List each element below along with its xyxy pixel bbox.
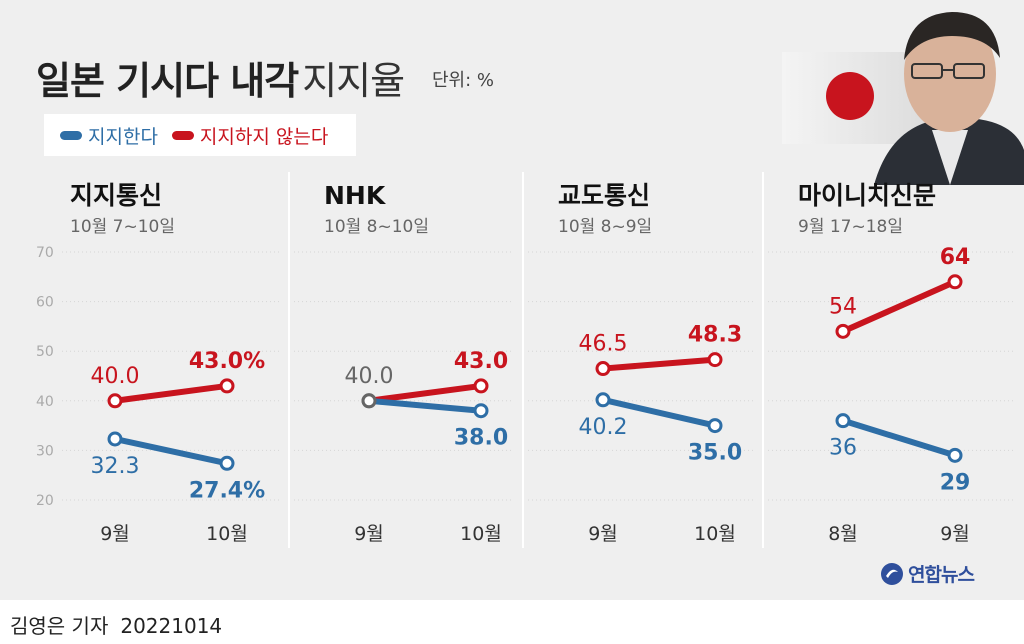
- shirt-collar: [932, 130, 968, 185]
- series-line: [840, 417, 958, 459]
- series-line: [112, 435, 230, 467]
- portrait-photo: [782, 12, 1024, 185]
- data-label: 29: [940, 470, 971, 495]
- series-oppose: [107, 378, 235, 409]
- y-tick-label: 60: [36, 295, 54, 311]
- y-tick-label: 20: [36, 493, 54, 509]
- data-label: 36: [829, 436, 857, 461]
- series-line: [112, 382, 230, 404]
- x-tick-label: 10월: [694, 523, 736, 545]
- data-point: [707, 418, 723, 434]
- data-point: [835, 323, 851, 339]
- series-line: [600, 396, 718, 429]
- data-point: [595, 392, 611, 408]
- series-line: [366, 397, 484, 414]
- legend-label-oppose: 지지하지 않는다: [199, 125, 329, 148]
- legend: 지지한다 지지하지 않는다: [44, 114, 356, 156]
- panel-subtitle: 10월 7~10일: [70, 217, 175, 237]
- chart-panel-2: NHK 10월 8~10일 9월 10월 43.0 38.0 40.0: [294, 181, 514, 545]
- data-label: 43.0%: [189, 349, 265, 374]
- panel-title: NHK: [324, 181, 387, 210]
- x-tick-label: 8월: [828, 523, 858, 545]
- series-line: [600, 356, 718, 372]
- panel-title: 마이니치신문: [798, 181, 936, 210]
- chart-panel-1: 지지통신 10월 7~10일 20 30 40 50 60 70 9월 10월 40.0 43.0% 3…: [36, 181, 280, 545]
- x-tick-label: 9월: [354, 523, 384, 545]
- legend-item-support: 지지한다: [60, 122, 158, 149]
- data-label: 35.0: [688, 441, 742, 466]
- yonhap-logo: 연합뉴스: [880, 560, 975, 587]
- yonhap-logo-text: 연합뉴스: [908, 564, 975, 586]
- yonhap-logo-icon: [881, 562, 903, 585]
- x-tick-label: 10월: [206, 523, 248, 545]
- title-light: 지지율: [302, 59, 405, 103]
- data-label: 27.4%: [189, 478, 265, 503]
- data-point: [107, 431, 123, 447]
- unit-label: 단위: %: [432, 70, 495, 91]
- panel-title: 교도통신: [558, 181, 650, 210]
- page-title: 일본 기시다 내각 지지율: [36, 50, 405, 105]
- data-point: [473, 403, 489, 419]
- panel-subtitle: 10월 8~10일: [324, 217, 429, 237]
- y-tick-label: 30: [36, 443, 54, 459]
- series-line: [366, 382, 484, 404]
- data-point: [947, 274, 963, 290]
- data-label: 54: [829, 294, 857, 319]
- legend-swatch-support: [60, 130, 82, 140]
- data-label: 32.3: [91, 454, 140, 479]
- credit-line: 김영은 기자 20221014: [10, 610, 222, 639]
- series-oppose: [835, 274, 963, 339]
- data-label: 48.3: [688, 323, 742, 348]
- data-point: [947, 447, 963, 463]
- series-support: [361, 393, 489, 419]
- data-point: [219, 455, 235, 471]
- chart-panel-4: 마이니치신문 9월 17~18일 8월 9월 54 64 36 29: [768, 181, 1016, 545]
- hair: [904, 12, 1000, 60]
- x-tick-label: 9월: [588, 523, 618, 545]
- credit-date: 20221014: [120, 614, 223, 638]
- panel-title: 지지통신: [70, 181, 162, 210]
- series-oppose: [595, 352, 723, 377]
- title-bold: 일본 기시다 내각: [36, 59, 299, 103]
- series-line: [840, 278, 958, 335]
- data-point: [835, 413, 851, 429]
- legend-swatch-oppose: [171, 130, 194, 140]
- y-tick-label: 40: [36, 394, 54, 410]
- data-label: 40.0: [91, 364, 140, 389]
- data-label: 40.2: [579, 415, 628, 440]
- series-support: [595, 392, 723, 434]
- face: [904, 16, 996, 132]
- x-tick-label: 10월: [460, 523, 502, 545]
- data-point: [707, 352, 723, 368]
- panel-subtitle: 9월 17~18일: [798, 217, 903, 237]
- legend-item-oppose: 지지하지 않는다: [171, 122, 329, 149]
- data-label: 38.0: [454, 426, 508, 451]
- data-point: [361, 393, 377, 409]
- data-point: [473, 378, 489, 394]
- series-support: [835, 413, 963, 463]
- data-label-shared: 40.0: [345, 364, 394, 389]
- x-tick-label: 9월: [940, 523, 970, 545]
- chart-panel-3: 교도통신 10월 8~9일 9월 10월 46.5 48.3 40.2 35.0: [528, 181, 754, 545]
- legend-label-support: 지지한다: [88, 125, 158, 148]
- panel-subtitle: 10월 8~9일: [558, 217, 652, 237]
- data-label: 64: [940, 245, 971, 270]
- chart-area: 지지통신 10월 7~10일 20 30 40 50 60 70 9월 10월 40.0 43.0% 3…: [36, 172, 1016, 548]
- series-support: [107, 431, 235, 471]
- data-point: [595, 361, 611, 377]
- x-tick-label: 9월: [100, 523, 130, 545]
- credit-author: 김영은 기자: [10, 614, 109, 638]
- y-tick-label: 70: [36, 245, 54, 261]
- data-label: 46.5: [579, 332, 628, 357]
- y-tick-label: 50: [36, 344, 54, 360]
- data-point: [219, 378, 235, 394]
- data-point: [107, 393, 123, 409]
- data-label: 43.0: [454, 349, 508, 374]
- flag-sun: [826, 72, 874, 120]
